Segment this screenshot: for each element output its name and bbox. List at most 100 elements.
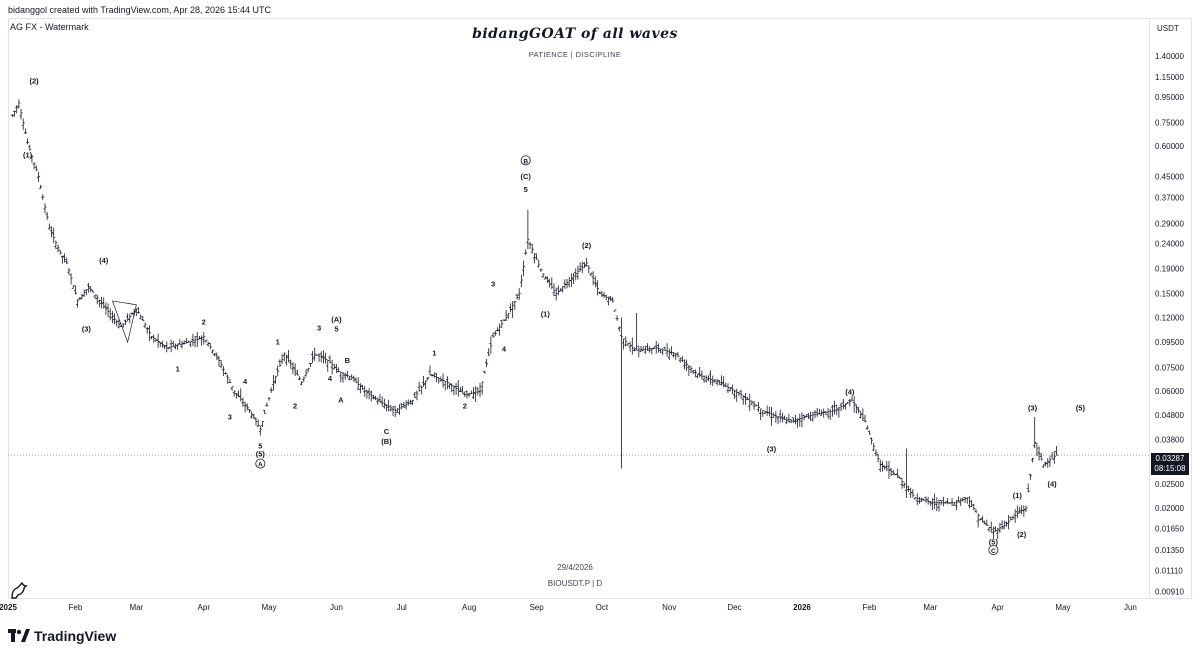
ohlc-bar — [482, 370, 486, 374]
ohlc-bar — [733, 390, 737, 399]
ohlc-bar — [474, 385, 478, 402]
ohlc-bar — [204, 339, 208, 343]
ohlc-bar — [737, 391, 741, 397]
ohlc-bar — [902, 482, 906, 488]
ohlc-bar — [317, 353, 321, 362]
ohlc-bar — [461, 386, 465, 394]
ohlc-bar — [957, 496, 961, 503]
ohlc-bar — [628, 341, 632, 352]
ohlc-bar — [595, 280, 599, 296]
ohlc-bar — [463, 391, 467, 398]
ohlc-bar — [308, 363, 312, 367]
ohlc-bar — [669, 346, 673, 355]
ohlc-bar — [39, 184, 43, 189]
y-tick-label: 1.40000 — [1155, 52, 1184, 61]
ohlc-bar — [600, 291, 604, 298]
ohlc-bar — [306, 367, 310, 373]
ohlc-bar — [535, 253, 539, 260]
y-tick-label: 0.06000 — [1155, 387, 1184, 396]
ohlc-bar — [328, 355, 332, 364]
ohlc-bar — [278, 359, 282, 368]
x-tick-label: Feb — [862, 603, 876, 612]
wave-label: B — [345, 356, 351, 365]
ohlc-bar — [58, 249, 62, 255]
ohlc-bar — [472, 387, 476, 400]
ohlc-bar — [639, 346, 643, 352]
ohlc-bar — [519, 274, 523, 288]
ohlc-bar — [865, 425, 869, 431]
ohlc-bar — [437, 377, 441, 384]
ohlc-bar — [476, 387, 480, 396]
ohlc-bar — [702, 375, 706, 383]
ohlc-bar — [643, 345, 647, 354]
ohlc-bar — [994, 526, 998, 532]
ohlc-bar — [500, 320, 504, 328]
ohlc-bar — [276, 365, 280, 377]
plot-area[interactable] — [8, 18, 1150, 599]
wave-label: (5) — [1076, 403, 1086, 412]
wave-label: (A) — [331, 315, 342, 324]
ohlc-bar — [593, 276, 597, 288]
wave-label: (4) — [845, 388, 855, 397]
ohlc-bar — [1015, 505, 1019, 519]
wave-label: A — [338, 395, 344, 404]
wave-label: 3 — [228, 412, 232, 421]
ohlc-bar — [326, 359, 330, 372]
ohlc-bar — [384, 404, 388, 412]
ohlc-bar — [123, 319, 127, 326]
ohlc-bar — [998, 523, 1002, 533]
ohlc-bar — [861, 408, 865, 422]
tradingview-wordmark: TradingView — [34, 628, 117, 644]
ohlc-bar — [870, 437, 874, 445]
ohlc-bar — [1024, 505, 1028, 512]
ohlc-bar — [974, 508, 978, 513]
wave-label: (3) — [82, 325, 92, 334]
ohlc-bar — [321, 350, 325, 364]
y-tick-label: 0.95000 — [1155, 93, 1184, 102]
ohlc-bar — [408, 399, 412, 405]
ohlc-bar — [54, 240, 58, 249]
ohlc-bar — [1011, 516, 1015, 520]
ohlc-bar — [200, 335, 204, 346]
ohlc-bar — [47, 223, 51, 230]
ohlc-bar — [139, 314, 143, 320]
ohlc-bar — [730, 384, 734, 395]
ohlc-bar — [846, 401, 850, 404]
ohlc-bar — [813, 410, 817, 419]
x-tick-label: 2025 — [0, 603, 17, 612]
ohlc-bar — [989, 521, 993, 533]
ohlc-bar — [393, 406, 397, 418]
ohlc-bar — [663, 346, 667, 352]
ohlc-bar — [528, 241, 532, 250]
ohlc-bar — [843, 403, 847, 410]
ohlc-bar — [426, 376, 430, 381]
ohlc-bar — [184, 338, 188, 344]
ohlc-bar — [524, 249, 528, 255]
price-axis[interactable] — [1150, 18, 1192, 599]
ohlc-bar — [917, 496, 921, 504]
wave-circle-mark — [255, 458, 266, 469]
wave-label: 1 — [432, 348, 436, 357]
ohlc-bar — [145, 327, 149, 334]
ohlc-bar — [626, 342, 630, 346]
wave-label: (2) — [1017, 530, 1027, 539]
ohlc-bar — [1022, 505, 1026, 517]
tradingview-logo[interactable]: TradingView — [8, 628, 116, 644]
x-tick-label: Dec — [727, 603, 741, 612]
ohlc-bar — [793, 414, 797, 425]
ohlc-bar — [23, 128, 27, 134]
ohlc-bar — [515, 293, 519, 300]
ohlc-bar — [69, 273, 73, 285]
ohlc-bar — [811, 411, 815, 422]
y-tick-label: 0.12000 — [1155, 313, 1184, 322]
ohlc-bar — [178, 339, 182, 345]
ohlc-bar — [374, 395, 378, 401]
wave-label: 1 — [276, 337, 280, 346]
ohlc-bar — [395, 408, 399, 414]
y-tick-label: 0.60000 — [1155, 142, 1184, 151]
ohlc-bar — [30, 155, 34, 163]
ohlc-bar — [661, 348, 665, 356]
ohlc-bar — [985, 519, 989, 526]
ohlc-bar — [134, 308, 138, 317]
